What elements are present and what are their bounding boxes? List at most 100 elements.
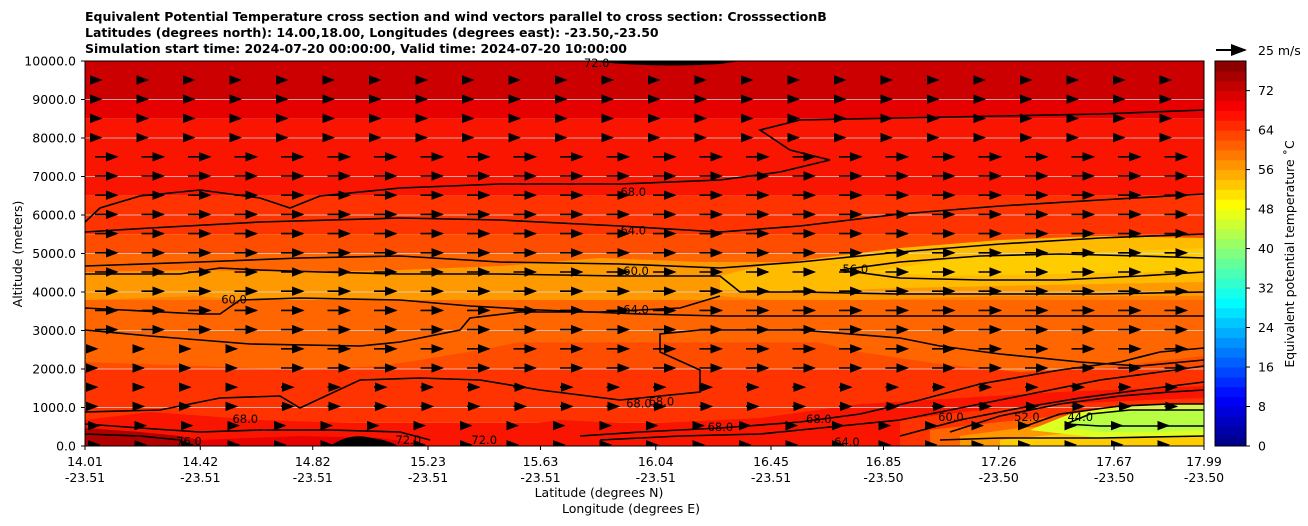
x-tick-label-lat: 17.67 <box>1096 454 1132 469</box>
colorbar-segment <box>1215 149 1246 161</box>
contour-label: 60.0 <box>221 293 247 307</box>
colorbar-tick-label: 0 <box>1258 439 1266 454</box>
contour-line <box>939 435 1204 441</box>
x-tick-label-lon: -23.50 <box>1094 470 1134 485</box>
colorbar-segment <box>1215 268 1246 279</box>
colorbar-tick-label: 8 <box>1258 399 1266 414</box>
colorbar-tick-label: 64 <box>1258 123 1274 138</box>
contour-line <box>839 269 1204 281</box>
contour-line <box>599 365 1204 441</box>
theta-band <box>85 99 1204 119</box>
x-tick-label-lat: 14.01 <box>67 454 103 469</box>
wind-key: 25 m/s <box>1216 43 1301 58</box>
y-axis-title: Altitude (meters) <box>10 201 25 308</box>
contour-label: 56.0 <box>843 262 869 276</box>
chart-title-line-2: Latitudes (degrees north): 14.00,18.00, … <box>85 25 659 40</box>
y-tick-label: 8000.0 <box>32 131 76 146</box>
colorbar-segment <box>1215 317 1246 329</box>
contour-line <box>85 433 181 441</box>
colorbar-segment <box>1215 278 1246 289</box>
contour-line <box>899 381 1204 437</box>
x-tick-label-lon: -23.50 <box>863 470 903 485</box>
colorbar-tick-label: 56 <box>1258 162 1274 177</box>
colorbar-segment <box>1215 90 1246 101</box>
x-tick-label-lon: -23.51 <box>65 470 105 485</box>
grid-lines <box>85 60 1204 447</box>
x-tick-label-lon: -23.50 <box>1184 470 1224 485</box>
contour-line <box>85 233 1204 269</box>
theta-region <box>85 300 1204 372</box>
contour-label: 68.0 <box>232 412 258 426</box>
colorbar-segment <box>1215 307 1246 319</box>
colorbar-tick-label: 48 <box>1258 202 1274 217</box>
x-tick-label-lon: -23.51 <box>636 470 676 485</box>
x-tick-label-lat: 14.42 <box>182 454 218 469</box>
colorbar-segment <box>1215 80 1246 92</box>
colorbar-segment <box>1215 288 1246 299</box>
colorbar-tick-label: 24 <box>1258 320 1274 335</box>
contour-line <box>839 253 1204 271</box>
colorbar-segment <box>1215 337 1246 348</box>
colorbar-tick-label: 40 <box>1258 241 1274 256</box>
contour-label: 64.0 <box>620 223 646 237</box>
contour-line <box>1065 423 1204 427</box>
colorbar-segment <box>1215 169 1246 180</box>
y-axis: 0.0 1000.0 2000.0 3000.0 4000.0 5000.0 6000.0 7… <box>24 54 85 454</box>
colorbar-segment <box>1215 297 1246 309</box>
contour-label: 72.0 <box>471 433 497 447</box>
contour-label: 60.0 <box>938 410 964 424</box>
colorbar-segment <box>1215 100 1246 111</box>
theta-maximum-cell <box>590 61 740 66</box>
colorbar-segment <box>1215 159 1246 171</box>
x-tick-label-lon: -23.51 <box>180 470 220 485</box>
colorbar-segment <box>1215 179 1246 190</box>
theta-maximum-cell <box>330 436 398 446</box>
colorbar-segment <box>1215 218 1246 230</box>
contour-label: 64.0 <box>834 435 860 449</box>
x-tick-label-lon: -23.51 <box>293 470 333 485</box>
x-axis-title-latitude: Latitude (degrees N) <box>535 485 664 500</box>
x-tick-label-lat: 16.45 <box>753 454 789 469</box>
colorbar-segment <box>1215 209 1246 220</box>
x-tick-label-lat: 15.63 <box>523 454 559 469</box>
colorbar-segment <box>1215 61 1246 72</box>
contour-label: 68.0 <box>806 412 832 426</box>
x-tick-label-lat: 15.23 <box>410 454 446 469</box>
y-tick-label: 4000.0 <box>32 285 76 300</box>
colorbar-segment <box>1215 238 1246 250</box>
contour-label: 44.0 <box>1067 410 1093 424</box>
y-tick-label: 10000.0 <box>24 54 76 69</box>
colorbar-segment <box>1215 139 1246 151</box>
colorbar-segment <box>1215 120 1246 131</box>
y-tick-label: 0.0 <box>56 439 76 454</box>
colorbar-segment <box>1215 347 1246 358</box>
x-tick-label-lat: 17.99 <box>1186 454 1222 469</box>
chart-title-line-1: Equivalent Potential Temperature cross s… <box>85 9 827 24</box>
colorbar-tick-label: 32 <box>1258 281 1274 296</box>
y-tick-label: 6000.0 <box>32 208 76 223</box>
colorbar-segment <box>1215 376 1246 388</box>
contour-label: 64.0 <box>623 302 649 316</box>
y-tick-label: 5000.0 <box>32 246 76 261</box>
colorbar-segment <box>1215 406 1246 417</box>
x-tick-label-lat: 17.26 <box>981 454 1017 469</box>
colorbar-segment <box>1215 327 1246 338</box>
y-tick-label: 2000.0 <box>32 362 76 377</box>
contour-label: 68.0 <box>708 420 734 434</box>
x-tick-label-lat: 16.04 <box>638 454 674 469</box>
x-axis: 14.01-23.5114.42-23.5114.82-23.5115.23-2… <box>65 446 1224 485</box>
x-tick-label-lon: -23.50 <box>979 470 1019 485</box>
colorbar-segment <box>1215 258 1246 269</box>
colorbar-segment <box>1215 70 1246 82</box>
x-tick-label-lat: 16.85 <box>866 454 902 469</box>
colorbar-segment <box>1215 228 1246 240</box>
wind-key-label: 25 m/s <box>1258 43 1301 58</box>
colorbar-frame <box>1214 60 1247 447</box>
colorbar-segment <box>1215 248 1246 259</box>
colorbar-tick-label: 16 <box>1258 360 1274 375</box>
x-tick-label-lon: -23.51 <box>751 470 791 485</box>
y-tick-label: 7000.0 <box>32 169 76 184</box>
colorbar-segment <box>1215 386 1246 398</box>
colorbar-segment <box>1215 189 1246 200</box>
